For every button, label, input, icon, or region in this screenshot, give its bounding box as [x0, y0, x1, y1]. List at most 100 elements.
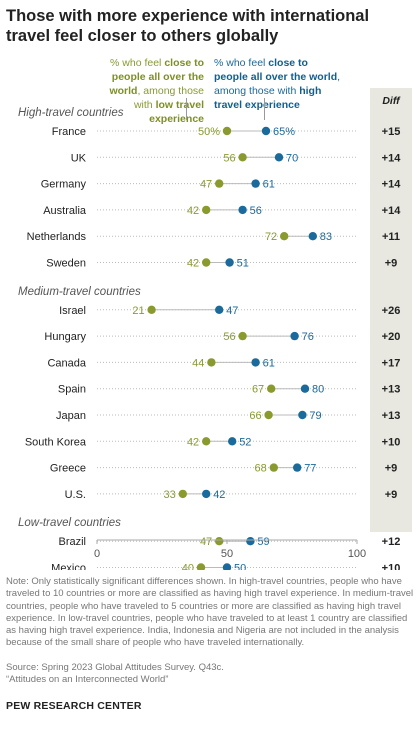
low-travel-dot — [238, 153, 247, 162]
high-travel-dot — [274, 153, 284, 162]
high-travel-label: 80 — [312, 384, 324, 396]
high-travel-label: 42 — [213, 489, 225, 501]
x-tick-label: 100 — [348, 548, 366, 560]
legend-low-bold2: low travel experience — [149, 99, 204, 125]
x-tick-label: 50 — [221, 548, 233, 560]
high-travel-dot — [251, 358, 260, 367]
country-label: Sweden — [46, 258, 86, 270]
low-travel-dot — [215, 537, 224, 546]
high-travel-dot — [202, 489, 211, 499]
low-travel-label: 40 — [182, 563, 194, 571]
high-travel-label: 83 — [320, 231, 332, 243]
diff-value: +14 — [382, 152, 402, 164]
low-travel-dot — [269, 463, 278, 472]
high-travel-label: 51 — [237, 258, 249, 270]
low-travel-label: 50% — [198, 126, 220, 138]
low-travel-dot — [178, 489, 187, 499]
low-travel-label: 56 — [223, 331, 235, 343]
high-travel-label: 65% — [273, 126, 295, 138]
low-travel-label: 67 — [252, 384, 264, 396]
low-travel-label: 66 — [249, 410, 261, 422]
group-label: Low-travel countries — [18, 517, 121, 529]
diff-value: +26 — [382, 305, 401, 317]
high-travel-dot — [246, 537, 255, 546]
high-travel-dot — [290, 331, 299, 341]
diff-value: +9 — [385, 258, 398, 270]
diff-value: +9 — [385, 489, 398, 501]
diff-value: +15 — [382, 126, 401, 138]
low-travel-dot — [222, 126, 232, 136]
high-travel-dot — [308, 232, 317, 241]
high-travel-label: 47 — [226, 305, 238, 317]
low-travel-dot — [267, 384, 276, 393]
legend-high-travel: % who feel close to people all over the … — [214, 56, 344, 112]
low-travel-dot — [202, 258, 211, 267]
diff-value: +17 — [382, 357, 401, 369]
low-travel-label: 42 — [187, 205, 199, 217]
legend-high-bold1: close to people all over the world — [214, 57, 338, 83]
high-travel-label: 79 — [309, 410, 321, 422]
high-travel-dot — [228, 437, 237, 446]
high-travel-label: 70 — [286, 152, 298, 164]
high-travel-label: 50 — [234, 563, 246, 571]
low-travel-dot — [207, 358, 216, 367]
diff-value: +14 — [382, 205, 402, 217]
high-travel-label: 56 — [250, 205, 262, 217]
low-travel-label: 47 — [200, 536, 212, 548]
x-tick-label: 0 — [94, 548, 100, 560]
high-travel-dot — [225, 258, 234, 267]
diff-value: +12 — [382, 536, 401, 548]
diff-value: +10 — [382, 563, 401, 571]
diff-value: +13 — [382, 384, 401, 396]
low-travel-label: 44 — [192, 357, 204, 369]
low-travel-label: 21 — [132, 305, 144, 317]
diff-header: Diff — [382, 95, 401, 107]
country-label: Mexico — [51, 563, 86, 571]
high-travel-dot — [293, 463, 302, 472]
brand-logo-text: PEW RESEARCH CENTER — [6, 700, 142, 712]
low-travel-label: 42 — [187, 258, 199, 270]
country-label: France — [52, 126, 86, 138]
country-label: Greece — [50, 463, 86, 475]
low-travel-dot — [264, 410, 273, 420]
high-travel-label: 61 — [263, 357, 275, 369]
low-travel-dot — [202, 437, 211, 446]
low-travel-label: 33 — [164, 489, 176, 501]
country-label: Hungary — [44, 331, 86, 343]
high-travel-label: 76 — [302, 331, 314, 343]
high-travel-label: 77 — [304, 463, 316, 475]
diff-value: +20 — [382, 331, 401, 343]
diff-value: +10 — [382, 436, 401, 448]
legend-low-mid: , among those with — [133, 85, 204, 111]
diff-column-bg — [370, 88, 412, 532]
low-travel-dot — [147, 305, 156, 314]
country-label: Spain — [58, 384, 86, 396]
low-travel-label: 56 — [223, 152, 235, 164]
low-travel-dot — [215, 179, 224, 188]
legend-high-pre: % who feel — [214, 57, 269, 69]
country-label: Israel — [59, 305, 86, 317]
group-label: High-travel countries — [18, 107, 124, 119]
high-travel-dot — [251, 179, 260, 188]
high-travel-dot — [298, 410, 307, 420]
legend-high-bold2: high travel experience — [214, 85, 322, 111]
legend-high-pointer — [264, 98, 265, 120]
chart-source: Source: Spring 2023 Global Attitudes Sur… — [6, 662, 224, 673]
country-label: Germany — [41, 179, 87, 191]
diff-value: +11 — [382, 231, 400, 243]
low-travel-label: 72 — [265, 231, 277, 243]
chart-title: Those with more experience with internat… — [6, 7, 370, 45]
low-travel-dot — [280, 232, 289, 241]
country-label: Canada — [47, 357, 86, 369]
low-travel-dot — [238, 331, 247, 341]
high-travel-label: 59 — [257, 536, 269, 548]
country-label: South Korea — [25, 436, 87, 448]
diff-value: +13 — [382, 410, 401, 422]
country-label: Australia — [43, 205, 87, 217]
high-travel-dot — [222, 563, 232, 570]
high-travel-label: 52 — [239, 436, 251, 448]
chart-note: Note: Only statistically significant dif… — [6, 576, 414, 649]
diff-value: +14 — [382, 179, 402, 191]
high-travel-label: 61 — [263, 179, 275, 191]
chart-citation: “Attitudes on an Interconnected World” — [6, 674, 169, 685]
